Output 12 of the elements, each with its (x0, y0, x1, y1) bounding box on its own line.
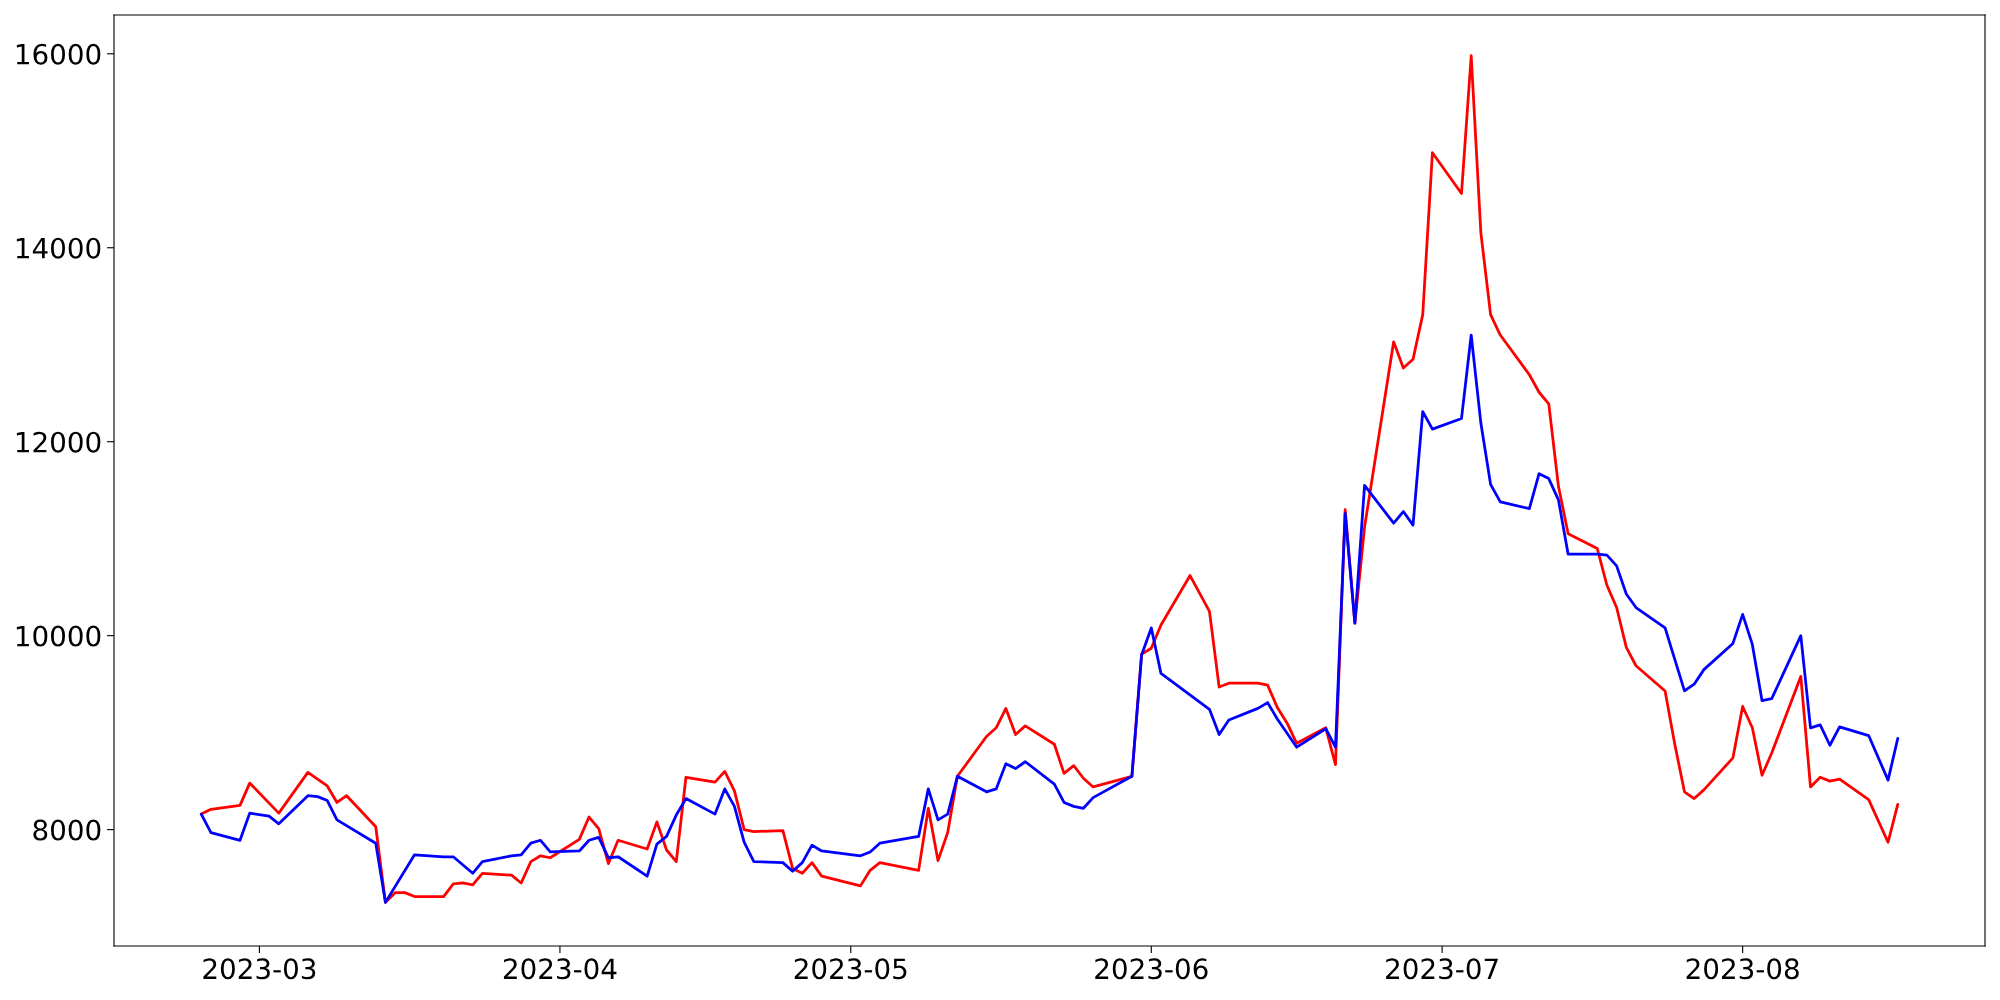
x-tick-label: 2023-07 (1386, 958, 1498, 980)
y-tick-label: 14000 (16, 237, 101, 259)
y-tick-label: 16000 (16, 43, 101, 65)
x-tick-label: 2023-05 (794, 958, 907, 980)
x-tick-label: 2023-06 (1095, 958, 1208, 980)
y-tick-label: 8000 (33, 819, 101, 841)
x-tick-label: 2023-04 (503, 958, 617, 980)
y-tick-label: 12000 (16, 431, 101, 453)
x-tick-label: 2023-03 (203, 958, 316, 980)
y-tick-label: 10000 (16, 625, 101, 647)
x-tick-label: 2023-08 (1686, 958, 1799, 980)
line-series (199, 333, 1900, 904)
